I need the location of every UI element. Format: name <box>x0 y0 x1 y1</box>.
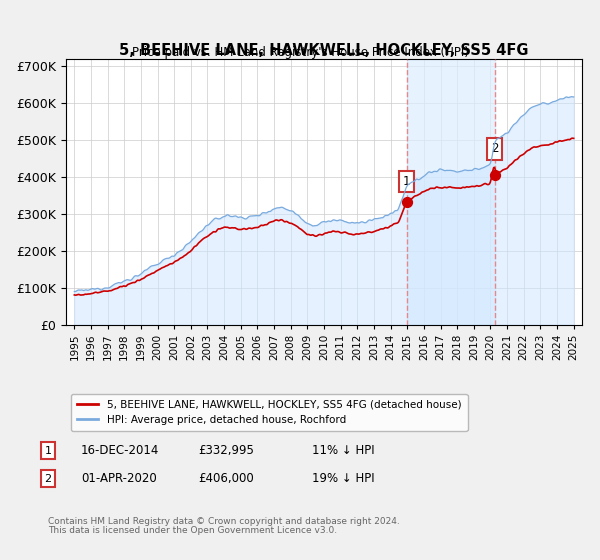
Text: 19% ↓ HPI: 19% ↓ HPI <box>312 472 374 486</box>
Text: This data is licensed under the Open Government Licence v3.0.: This data is licensed under the Open Gov… <box>48 526 337 535</box>
Text: 1: 1 <box>44 446 52 456</box>
Point <box>402 197 412 206</box>
Text: 11% ↓ HPI: 11% ↓ HPI <box>312 444 374 458</box>
Text: 1: 1 <box>403 175 410 188</box>
Text: £406,000: £406,000 <box>198 472 254 486</box>
Text: 2: 2 <box>491 142 499 156</box>
Text: 01-APR-2020: 01-APR-2020 <box>81 472 157 486</box>
Bar <box>407 59 494 325</box>
Text: 2: 2 <box>44 474 52 484</box>
Text: 16-DEC-2014: 16-DEC-2014 <box>81 444 160 458</box>
Text: Price paid vs. HM Land Registry's House Price Index (HPI): Price paid vs. HM Land Registry's House … <box>131 46 469 59</box>
Legend: 5, BEEHIVE LANE, HAWKWELL, HOCKLEY, SS5 4FG (detached house), HPI: Average price: 5, BEEHIVE LANE, HAWKWELL, HOCKLEY, SS5 … <box>71 394 467 431</box>
Title: 5, BEEHIVE LANE, HAWKWELL, HOCKLEY, SS5 4FG: 5, BEEHIVE LANE, HAWKWELL, HOCKLEY, SS5 … <box>119 43 529 58</box>
Text: £332,995: £332,995 <box>198 444 254 458</box>
Text: Contains HM Land Registry data © Crown copyright and database right 2024.: Contains HM Land Registry data © Crown c… <box>48 516 400 526</box>
Point <box>490 170 499 179</box>
